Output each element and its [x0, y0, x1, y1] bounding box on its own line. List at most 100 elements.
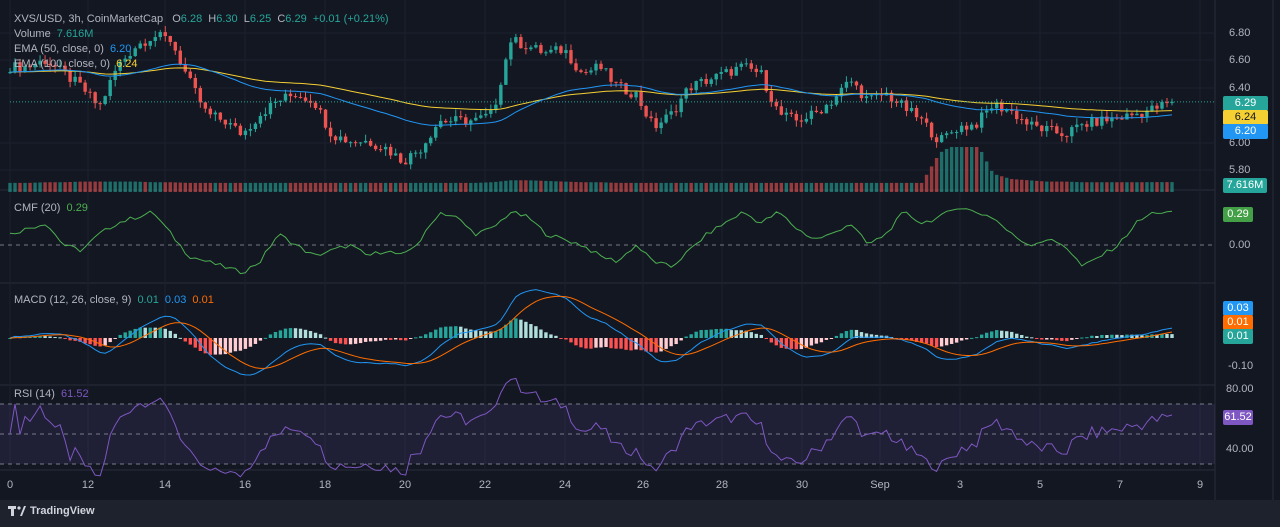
volume-bar	[604, 182, 608, 192]
candle-body	[769, 91, 774, 102]
volume-bar	[188, 182, 193, 192]
candle-body	[38, 60, 42, 65]
volume-bar	[559, 181, 563, 192]
macd-histogram-bar	[1170, 334, 1174, 338]
candle-body	[378, 149, 383, 151]
volume-bar	[313, 182, 318, 192]
candle-body	[1110, 117, 1114, 122]
volume-bar	[464, 182, 468, 192]
volume-bar	[1160, 182, 1164, 192]
candle-body	[1065, 136, 1069, 138]
volume-bar	[123, 181, 127, 192]
candle-body	[949, 132, 954, 134]
volume-bar	[83, 181, 87, 192]
volume-bar	[484, 182, 488, 192]
ema100-legend-value: 6.24	[116, 58, 138, 70]
volume-bar	[594, 182, 598, 192]
macd-histogram-bar	[424, 334, 428, 338]
time-tick: 0	[6, 479, 14, 491]
macd-histogram-bar	[464, 328, 468, 338]
candle-body	[559, 46, 563, 54]
candle-body	[153, 37, 157, 42]
candle-body	[48, 63, 52, 66]
candle-body	[969, 124, 974, 130]
macd-histogram-bar	[1000, 330, 1004, 338]
volume-bar	[794, 182, 799, 192]
candle-body	[18, 62, 22, 72]
candle-body	[634, 91, 638, 98]
volume-bar	[1050, 181, 1054, 192]
macd-histogram-bar	[253, 338, 258, 344]
candle-body	[539, 45, 543, 53]
candle-body	[669, 111, 673, 115]
rsi-tick: 80.00	[1226, 383, 1254, 395]
volume-legend[interactable]: Volume 7.616M	[14, 28, 93, 40]
volume-bar	[328, 182, 333, 192]
volume-bar	[1090, 182, 1094, 192]
candle-body	[1090, 117, 1094, 127]
candle-body	[844, 81, 849, 88]
macd-histogram-bar	[529, 324, 533, 338]
volume-bar	[358, 182, 363, 192]
ema100-legend[interactable]: EMA (100, close, 0) 6.24	[14, 58, 137, 70]
macd-histogram-bar	[764, 338, 769, 339]
macd-histogram-bar	[393, 338, 398, 340]
candle-body	[674, 111, 678, 113]
volume-bar	[223, 182, 228, 192]
symbol-legend: XVS/USD, 3h, CoinMarketCap O6.28 H6.30 L…	[14, 13, 389, 25]
cmf-label: 0.29	[1223, 207, 1253, 222]
volume-bar	[338, 182, 343, 192]
macd-histogram-bar	[193, 338, 198, 348]
open-value: 6.28	[180, 13, 203, 25]
cmf-legend-label: CMF (20)	[14, 202, 61, 214]
macd-histogram-bar	[1015, 333, 1019, 338]
macd-legend[interactable]: MACD (12, 26, close, 9) 0.01 0.03 0.01	[14, 294, 214, 306]
volume-bar	[714, 182, 718, 192]
macd-histogram-bar	[534, 326, 538, 338]
volume-bar	[974, 147, 979, 192]
macd-histogram-bar	[444, 326, 448, 338]
ema50-legend[interactable]: EMA (50, close, 0) 6.20	[14, 43, 131, 55]
chart-canvas[interactable]	[0, 0, 1280, 500]
candle-body	[318, 108, 323, 110]
macd-histogram-bar	[794, 338, 799, 350]
volume-bar	[363, 182, 368, 192]
volume-bar	[844, 182, 849, 192]
candle-body	[994, 102, 999, 109]
volume-bar	[549, 181, 553, 192]
candle-body	[383, 146, 388, 150]
volume-bar	[884, 182, 889, 192]
macd-tick: -0.10	[1228, 360, 1254, 372]
candle-body	[1140, 113, 1144, 117]
candle-body	[574, 63, 578, 71]
volume-bar	[248, 182, 253, 192]
cmf-legend-value: 0.29	[66, 202, 88, 214]
close-label: C	[277, 13, 286, 25]
rsi-legend[interactable]: RSI (14) 61.52	[14, 388, 89, 400]
macd-histogram-bar	[298, 328, 303, 338]
macd-histogram-bar	[183, 338, 188, 342]
macd-histogram-bar	[479, 330, 483, 338]
macd-histogram-bar	[474, 330, 478, 338]
volume-bar	[1115, 182, 1119, 192]
macd-histogram-bar	[849, 329, 854, 338]
macd-histogram-bar	[974, 337, 979, 339]
candle-body	[148, 41, 152, 46]
candle-body	[654, 118, 658, 129]
volume-bar	[919, 182, 924, 192]
cmf-legend[interactable]: CMF (20) 0.29	[14, 202, 88, 214]
macd-histogram-bar	[624, 338, 628, 350]
candle-body	[1050, 125, 1054, 127]
volume-bar	[93, 181, 97, 192]
tradingview-logo[interactable]: TradingView	[8, 505, 95, 517]
macd-histogram-bar	[8, 338, 12, 339]
candle-body	[1125, 113, 1129, 120]
macd-histogram-bar	[1165, 333, 1169, 338]
candle-body	[288, 93, 293, 97]
macd-histogram-bar	[514, 318, 518, 338]
candle-body	[1045, 125, 1049, 132]
macd-histogram-bar	[83, 338, 87, 344]
volume-bar	[789, 182, 794, 192]
macd-histogram-bar	[1130, 334, 1134, 338]
volume-bar	[739, 182, 743, 192]
